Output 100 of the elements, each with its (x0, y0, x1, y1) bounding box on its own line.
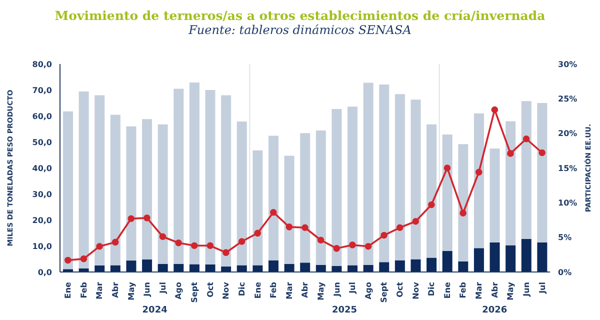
text: 2025 (332, 305, 358, 316)
bar (284, 156, 294, 264)
bar (142, 260, 152, 272)
bar (142, 119, 152, 260)
bar (110, 265, 120, 272)
bar (300, 262, 310, 272)
point (190, 242, 198, 250)
x-tick-label: Feb (79, 282, 88, 298)
point (80, 255, 88, 262)
x-tick-label: Mar (284, 282, 294, 300)
bar (363, 82, 374, 265)
bar (158, 264, 168, 272)
bar (506, 245, 516, 272)
bar (63, 111, 73, 270)
point (128, 215, 135, 222)
bar (458, 261, 468, 272)
x-tick-label: Oct (206, 282, 215, 298)
bar (205, 264, 216, 272)
y2-tick-label: 10% (558, 198, 578, 208)
point (206, 242, 214, 250)
x-tick-label: Jun (522, 282, 531, 298)
x-tick-label: Jul (538, 282, 547, 294)
bar (221, 95, 232, 267)
x-tick-label: Dic (237, 282, 246, 296)
x-tick-label: Jun (142, 282, 152, 298)
bar (348, 106, 358, 266)
x-tick-label: Ene (64, 281, 73, 299)
x-tick-label: Nov (411, 281, 420, 300)
bar (490, 148, 500, 242)
bar (221, 266, 232, 272)
point (317, 236, 324, 244)
point (522, 135, 530, 142)
point (538, 149, 546, 156)
bar (284, 264, 294, 272)
bar (442, 250, 452, 272)
x-tick-label: Jun (332, 282, 342, 298)
y2-tick-label: 20% (558, 129, 578, 138)
point (302, 224, 308, 232)
point (396, 224, 404, 232)
y-tick-label: 30,0 (32, 190, 52, 199)
x-tick-label: Feb (458, 282, 468, 298)
x-tick-label: Ago (364, 282, 373, 300)
x-tick-label: Jul (348, 282, 358, 294)
x-tick-label: Sept (380, 282, 389, 303)
bar (537, 103, 548, 242)
point (238, 238, 246, 245)
x-tick-label: Ene (442, 281, 452, 299)
point (64, 256, 72, 264)
bar (490, 242, 500, 272)
point (412, 218, 420, 225)
bar (252, 150, 263, 266)
bar (363, 264, 374, 272)
x-tick-label: May (316, 281, 326, 300)
bar (410, 100, 421, 260)
y-tick-label: 10,0 (32, 242, 52, 251)
bar (332, 266, 342, 272)
point (349, 242, 356, 248)
y-tick-label: 20,0 (32, 216, 52, 225)
bar (394, 94, 405, 260)
x-tick-label: May (126, 281, 136, 300)
point (175, 239, 182, 246)
x-tick-label: Mar (95, 282, 104, 300)
point (270, 208, 277, 216)
chart-title: Movimiento de terneros/as a otros establecimientos de cría/invernada (54, 8, 546, 23)
x-tick-label: Oct (396, 282, 405, 298)
point (380, 232, 388, 239)
x-tick-label: Feb (269, 282, 278, 298)
bar (126, 126, 136, 261)
point (112, 238, 119, 246)
bar (442, 134, 452, 251)
point (491, 106, 498, 114)
y2-tick-label: 30% (558, 60, 578, 69)
x-tick-label: Mar (474, 282, 484, 300)
bar (174, 264, 184, 272)
y2-tick-label: 15% (558, 164, 578, 173)
x-tick-label: Ene (253, 281, 262, 299)
x-tick-label: May (506, 281, 516, 300)
point (286, 224, 293, 230)
point (96, 242, 103, 250)
point (254, 230, 261, 237)
x-tick-label: Dic (427, 282, 436, 296)
bar (426, 258, 437, 272)
bar (126, 260, 136, 272)
y2-tick-label: 25% (558, 94, 578, 104)
bar (521, 101, 532, 239)
bar (189, 264, 200, 272)
y2-tick-label: 5% (558, 233, 572, 242)
bar (506, 121, 516, 246)
x-tick-label: Ago (174, 282, 184, 300)
bar (537, 242, 548, 272)
text: 2024 (142, 305, 168, 316)
bar (236, 265, 247, 272)
y-tick-label: 50,0 (32, 138, 52, 147)
point (460, 210, 466, 216)
text: 2026 (482, 305, 508, 316)
point (333, 245, 340, 252)
point (159, 233, 166, 240)
bar (426, 124, 437, 258)
x-tick-label: Sept (190, 282, 200, 303)
bar (316, 130, 326, 265)
